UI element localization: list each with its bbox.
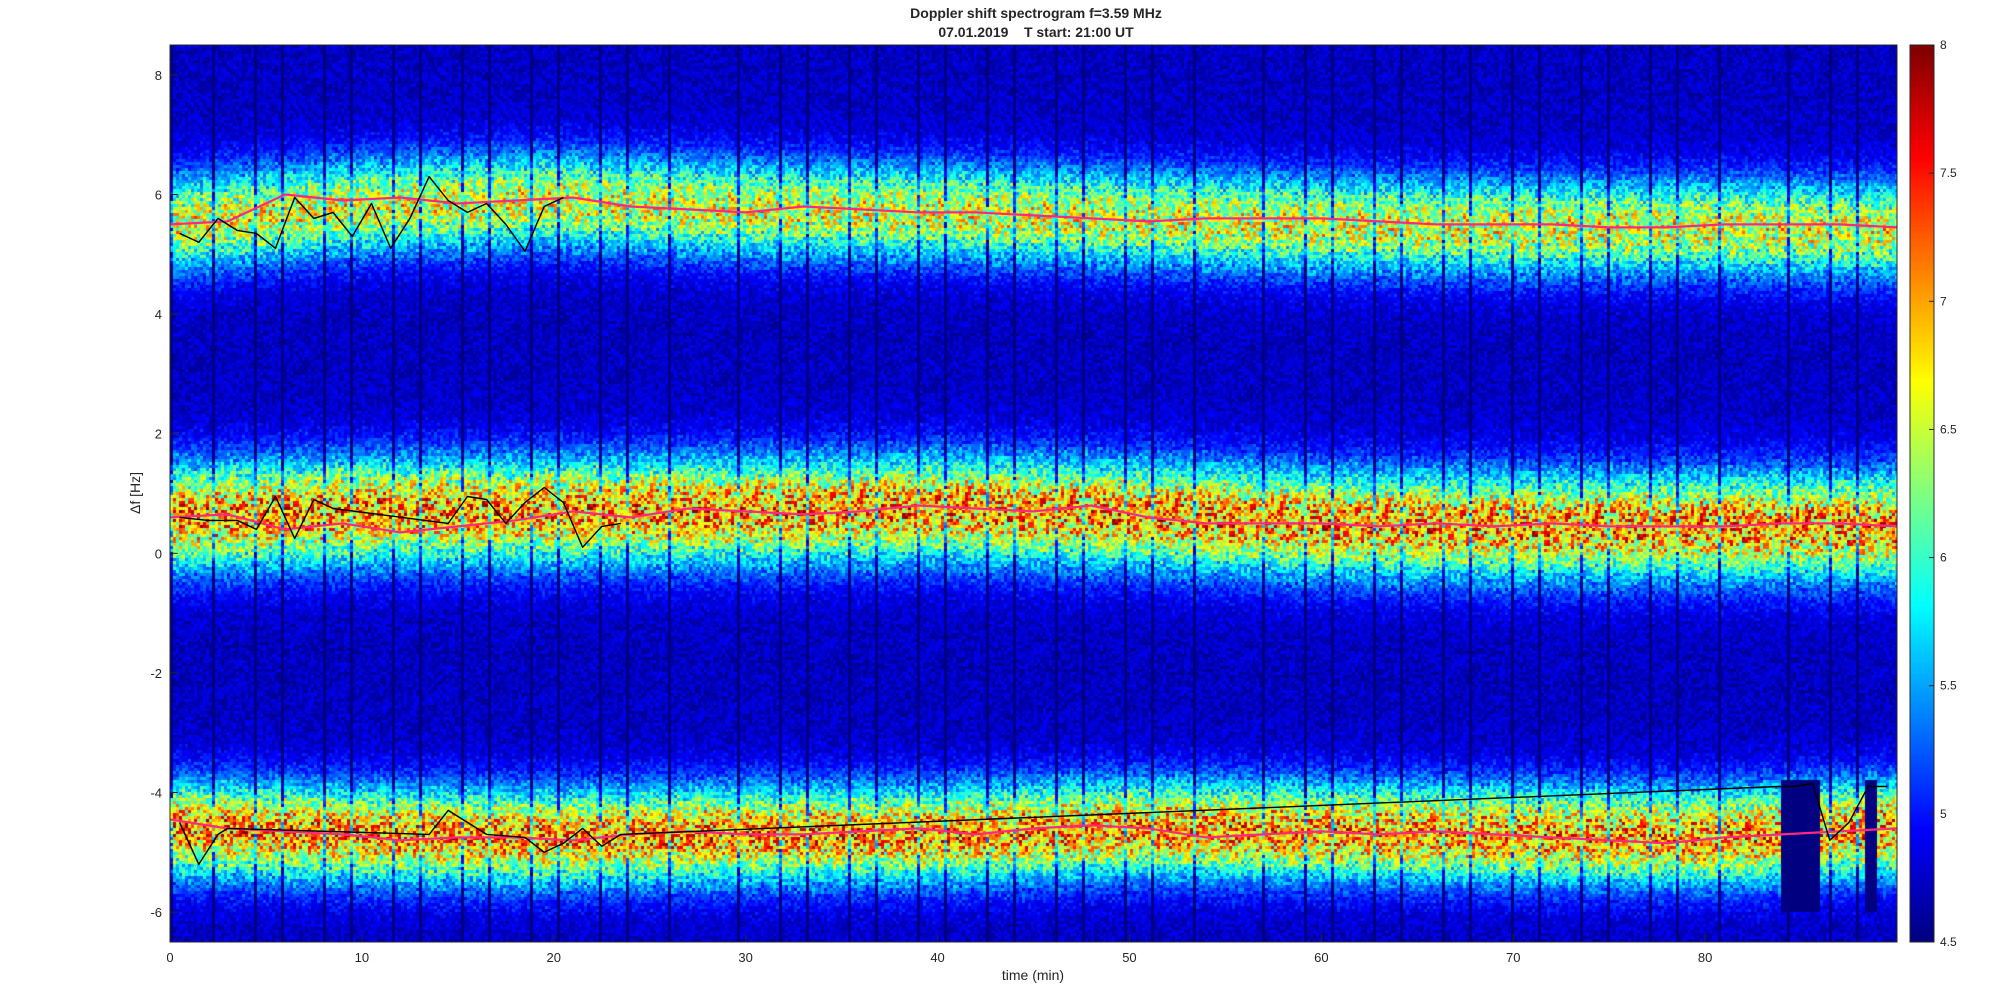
colorbar-tick-label: 6: [1940, 551, 1947, 565]
chart-subtitle: 07.01.2019 T start: 21:00 UT: [938, 24, 1134, 40]
spectrogram-heatmap: [170, 45, 1897, 942]
overlay-line-lower: [178, 782, 1888, 865]
y-tick-label: 0: [155, 546, 162, 561]
colorbar-frame: [1909, 44, 1935, 943]
plot-frame: [169, 44, 1898, 943]
x-axis-label: time (min): [1002, 967, 1064, 983]
series-line-lower: [169, 818, 1898, 845]
y-tick-label: 6: [155, 188, 162, 203]
x-tick-label: 0: [166, 950, 173, 965]
x-tick-label: 10: [355, 950, 369, 965]
x-tick-label: 50: [1122, 950, 1136, 965]
series-line-middle: [169, 504, 1898, 534]
y-tick-label: 8: [155, 68, 162, 83]
colorbar: [1910, 45, 1934, 942]
y-tick-label: -6: [150, 905, 162, 920]
chart-title: Doppler shift spectrogram f=3.59 MHz: [910, 5, 1162, 21]
x-tick-label: 70: [1506, 950, 1520, 965]
series-line-upper: [169, 193, 1898, 229]
colorbar-tick-label: 4.5: [1940, 935, 1957, 949]
overlay-line-middle: [179, 486, 622, 548]
colorbar-tick-label: 5.5: [1940, 679, 1957, 693]
colorbar-tick-label: 7.5: [1940, 166, 1957, 180]
x-tick-label: 20: [547, 950, 561, 965]
y-tick-label: 4: [155, 307, 162, 322]
colorbar-tick-label: 5: [1940, 807, 1947, 821]
y-tick-label: 2: [155, 427, 162, 442]
x-tick-label: 60: [1314, 950, 1328, 965]
x-tick-label: 80: [1698, 950, 1712, 965]
colorbar-tick-label: 6.5: [1940, 422, 1957, 436]
axes-layer: 0 10 20 30 40 50 60 70 80 -6 -4 -2 0 2 4 6 8: [150, 44, 1898, 965]
y-axis-label: Δf [Hz]: [127, 472, 143, 514]
series-layer: [169, 175, 1898, 865]
x-tick-label: 30: [738, 950, 752, 965]
y-tick-label: -2: [150, 666, 162, 681]
x-tick-label: 40: [930, 950, 944, 965]
colorbar-tick-label: 8: [1940, 38, 1947, 52]
colorbar-axis: 4.5 5 5.5 6 6.5 7 7.5 8: [1909, 38, 1957, 949]
colorbar-holder: [1910, 45, 1934, 942]
overlay-line-upper: [179, 175, 564, 252]
plot-area-holder: [170, 45, 1897, 942]
y-tick-label: -4: [150, 786, 162, 801]
colorbar-tick-label: 7: [1940, 294, 1947, 308]
